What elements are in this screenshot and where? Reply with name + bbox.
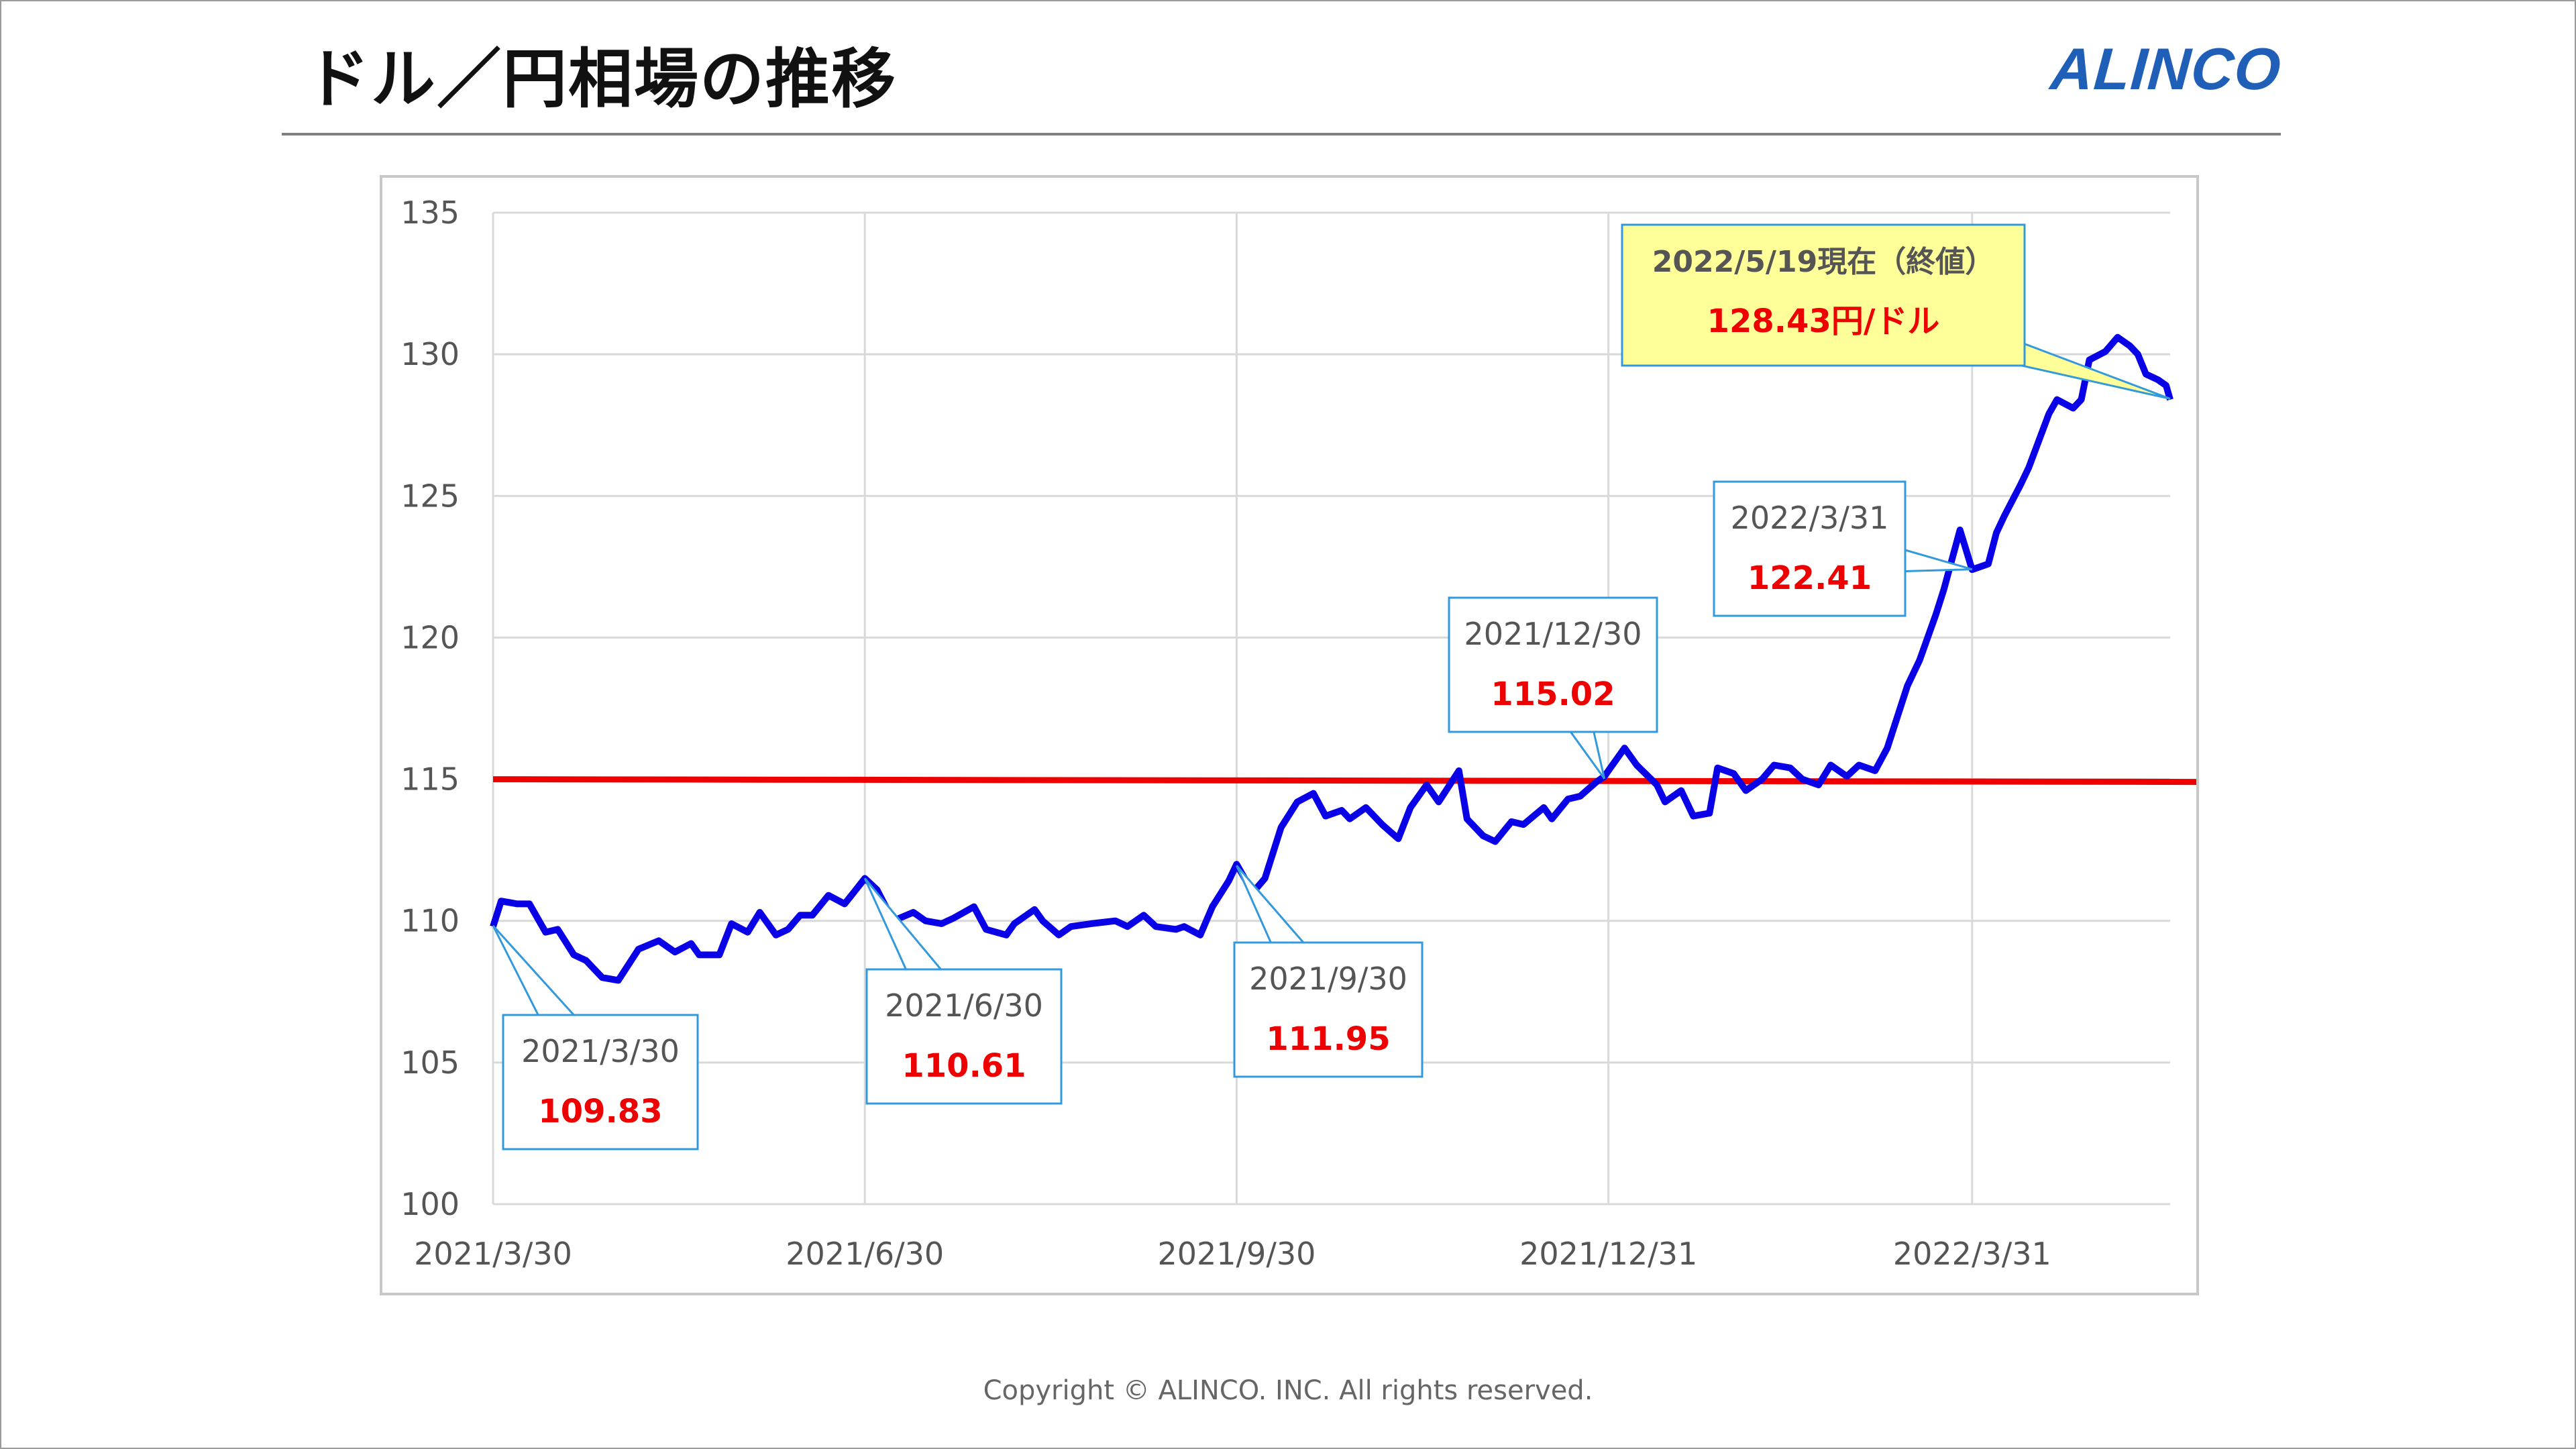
y-tick-label: 135 bbox=[400, 195, 460, 231]
callout-fill bbox=[1623, 226, 2023, 364]
callout-value-label: 128.43円/ドル bbox=[1707, 303, 1940, 340]
callout-fill bbox=[1715, 483, 1904, 614]
callout-date-label: 2021/3/30 bbox=[521, 1033, 680, 1069]
callout-fill bbox=[868, 971, 1060, 1102]
y-tick-label: 100 bbox=[400, 1186, 460, 1222]
callout-value-label: 111.95 bbox=[1266, 1020, 1390, 1058]
chart-svg: 100 105 110 115 120 125 130 135 2021/3/30 2021/6/… bbox=[400, 195, 2196, 1272]
y-tick-label: 115 bbox=[400, 761, 460, 798]
callout-value-label: 110.61 bbox=[902, 1047, 1026, 1085]
x-tick-label: 2021/3/30 bbox=[414, 1236, 572, 1272]
callout-value-label: 122.41 bbox=[1748, 559, 1872, 597]
usd-jpy-series-line bbox=[490, 333, 2174, 984]
callout-date-label: 2021/9/30 bbox=[1249, 961, 1407, 997]
callout-date-label: 2021/12/30 bbox=[1464, 616, 1642, 652]
chart-frame: 100 105 110 115 120 125 130 135 2021/3/30 2021/6/… bbox=[380, 175, 2199, 1295]
callout-date-label: 2021/6/30 bbox=[885, 987, 1043, 1024]
alinco-logo: ALINCO bbox=[2048, 36, 2284, 102]
reference-line-115 bbox=[492, 776, 2196, 786]
y-tick-label: 105 bbox=[400, 1044, 460, 1081]
y-tick-label: 110 bbox=[400, 903, 460, 939]
callout-fill bbox=[1450, 599, 1656, 731]
x-tick-label: 2022/3/31 bbox=[1893, 1236, 2051, 1272]
callout-date-label: 2022/5/19現在（終値） bbox=[1652, 245, 1994, 279]
page-title: ドル／円相場の推移 bbox=[305, 42, 897, 117]
y-tick-label: 125 bbox=[400, 478, 460, 514]
x-tick-label: 2021/6/30 bbox=[786, 1236, 944, 1272]
copyright-footer: Copyright © ALINCO. INC. All rights rese… bbox=[983, 1375, 1593, 1406]
y-tick-label: 130 bbox=[400, 336, 460, 372]
y-tick-label: 120 bbox=[400, 619, 460, 655]
x-tick-label: 2021/12/31 bbox=[1519, 1236, 1697, 1272]
callout-date-label: 2022/3/31 bbox=[1731, 500, 1889, 536]
x-tick-label: 2021/9/30 bbox=[1157, 1236, 1316, 1272]
callout-fill bbox=[504, 1016, 696, 1148]
callout-fill bbox=[1236, 944, 1421, 1075]
callout-value-label: 109.83 bbox=[538, 1093, 662, 1130]
callout-value-label: 115.02 bbox=[1491, 676, 1615, 713]
title-divider bbox=[282, 133, 2281, 136]
